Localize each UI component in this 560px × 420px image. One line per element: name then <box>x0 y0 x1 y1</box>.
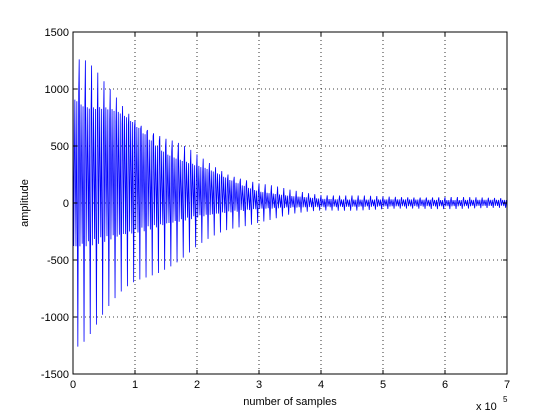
x-tick-label: 6 <box>442 379 448 391</box>
x-tick-label: 7 <box>504 379 510 391</box>
y-tick-label: 1500 <box>45 27 69 39</box>
y-tick-label: 500 <box>51 141 69 153</box>
x-tick-label: 3 <box>256 379 262 391</box>
x-tick-label: 5 <box>380 379 386 391</box>
x-tick-label: 2 <box>194 379 200 391</box>
y-tick-label: 0 <box>63 198 69 210</box>
y-tick-label: 1000 <box>45 84 69 96</box>
y-axis-label: amplitude <box>19 179 31 227</box>
x-tick-label: 4 <box>318 379 324 391</box>
x-axis-label: number of samples <box>243 396 337 408</box>
x-exponent-base: x 10 <box>476 401 497 413</box>
y-tick-label: -1500 <box>41 369 69 381</box>
x-tick-label: 0 <box>70 379 76 391</box>
axis-ticks: 0 1 2 3 4 5 6 7 -1500 -1000 -500 0 500 1000 1500 <box>41 27 510 391</box>
x-exponent-power: 5 <box>503 395 508 404</box>
x-tick-label: 1 <box>132 379 138 391</box>
signal-line <box>73 59 507 347</box>
data-layer <box>73 59 507 347</box>
y-tick-label: -1000 <box>41 312 69 324</box>
y-tick-label: -500 <box>47 255 69 267</box>
